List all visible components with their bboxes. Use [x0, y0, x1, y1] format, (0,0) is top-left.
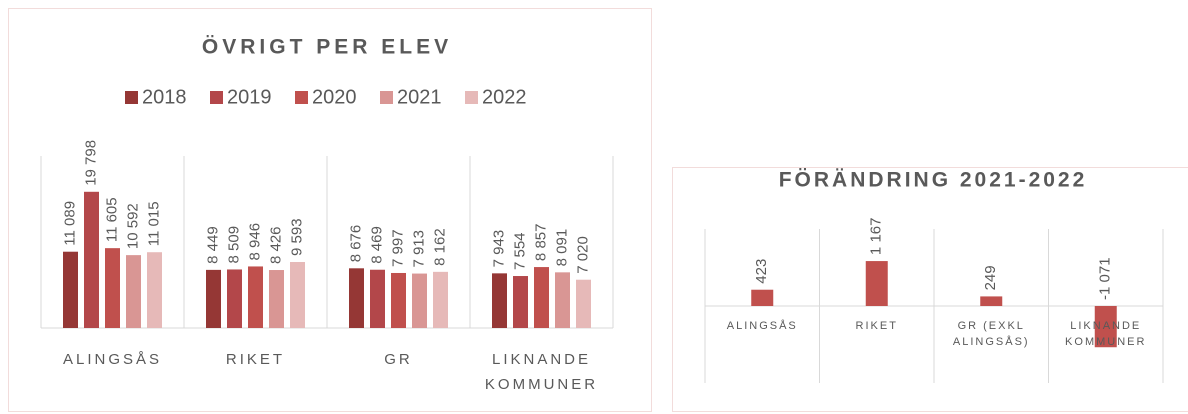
legend-label: 2018 — [142, 86, 187, 108]
x-tick-label: GR — [384, 351, 413, 368]
bar — [576, 279, 591, 328]
bar — [555, 272, 570, 328]
data-label: 423 — [753, 259, 770, 284]
bar — [865, 261, 888, 306]
data-label: 19 798 — [82, 140, 99, 186]
bar — [290, 262, 305, 328]
data-label: 7 997 — [389, 229, 406, 267]
bar — [412, 273, 427, 328]
bar — [248, 266, 263, 328]
x-tick-label: ALINGSÅS — [726, 320, 798, 332]
legend-label: 2021 — [397, 86, 442, 108]
bar — [1094, 306, 1117, 348]
data-label: 8 426 — [267, 226, 284, 264]
legend-swatch — [380, 91, 393, 104]
chart-panel: ÖVRIGT PER ELEV 2018 2019 2020 2021 2022 11 08… — [8, 8, 652, 412]
data-label: 8 857 — [532, 224, 549, 262]
data-label: 7 020 — [574, 236, 591, 274]
data-label: 9 593 — [288, 218, 305, 256]
legend-swatch — [295, 91, 308, 104]
data-label: 11 015 — [145, 201, 162, 246]
legend-swatch — [210, 91, 223, 104]
bar — [751, 289, 774, 306]
legend-label: 2022 — [482, 86, 527, 108]
x-tick-label: LIKNANDE KOMMUNER — [484, 351, 599, 393]
data-label: 7 913 — [410, 230, 427, 268]
chart-title: ÖVRIGT PER ELEV — [202, 36, 452, 59]
bar — [147, 252, 162, 328]
data-label: 11 605 — [103, 197, 120, 242]
x-tick-label: GR (EXKL ALINGSÅS) — [952, 320, 1030, 348]
chart-svg: ÖVRIGT PER ELEV 2018 2019 2020 2021 2022 11 08… — [40, 36, 614, 329]
data-label: 10 592 — [124, 203, 141, 249]
data-label: 8 449 — [204, 226, 221, 264]
legend-label: 2019 — [227, 86, 272, 108]
data-label: 7 943 — [490, 230, 507, 268]
data-label: 8 946 — [246, 223, 263, 261]
legend-label: 2020 — [312, 86, 357, 108]
chart-title: FÖRÄNDRING 2021-2022 — [779, 169, 1088, 192]
bar — [84, 191, 99, 328]
data-label: 8 091 — [553, 229, 570, 267]
chart-svg: FÖRÄNDRING 2021-2022 423 1 167 249 -1 071 — [704, 169, 1164, 383]
bar — [433, 271, 448, 328]
legend-swatch — [465, 91, 478, 104]
data-label: 7 554 — [511, 232, 528, 270]
bar — [227, 269, 242, 328]
bar — [206, 269, 221, 328]
bar — [349, 268, 364, 328]
data-label: 249 — [982, 265, 999, 290]
bar — [534, 267, 549, 328]
bar — [492, 273, 507, 328]
data-label: 1 167 — [868, 218, 885, 256]
bar — [513, 276, 528, 328]
bar — [63, 251, 78, 328]
x-tick-label: RIKET — [225, 351, 286, 368]
data-label: 8 676 — [347, 225, 364, 263]
bar — [370, 269, 385, 328]
bar — [391, 272, 406, 328]
bar — [105, 248, 120, 328]
x-tick-label: LIKNANDE KOMMUNER — [1065, 320, 1147, 348]
bar — [269, 270, 284, 328]
x-tick-label: ALINGSÅS — [62, 351, 163, 368]
bar — [980, 296, 1003, 306]
data-label: 8 469 — [368, 226, 385, 264]
x-tick-label: RIKET — [855, 320, 898, 332]
bar — [126, 255, 141, 328]
legend-swatch — [125, 91, 138, 104]
data-label: -1 071 — [1097, 257, 1114, 300]
data-label: 8 509 — [225, 226, 242, 264]
data-label: 11 089 — [61, 201, 78, 246]
data-label: 8 162 — [431, 228, 448, 266]
chart-panel: FÖRÄNDRING 2021-2022 423 1 167 249 -1 071 ALI… — [672, 167, 1188, 412]
